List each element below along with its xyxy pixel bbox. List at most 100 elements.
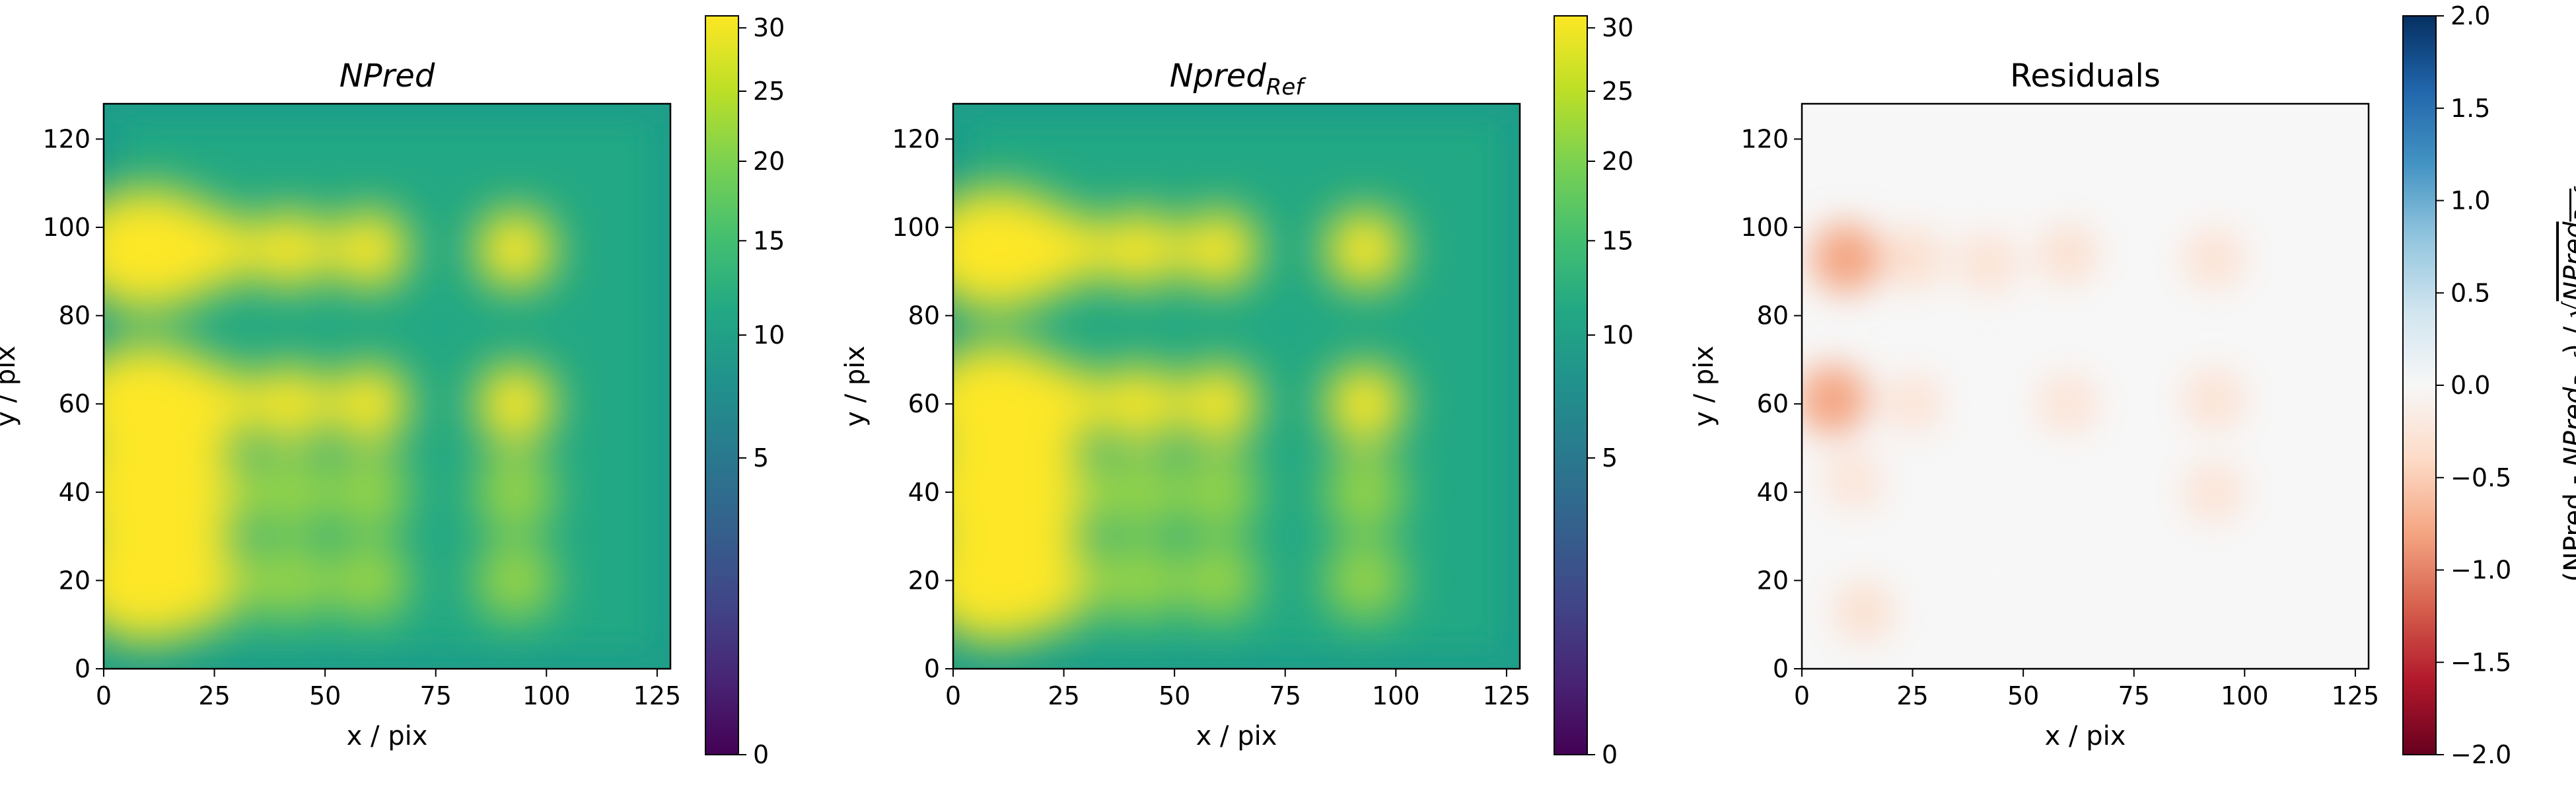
source-blob (250, 541, 330, 621)
source-blob (250, 364, 330, 444)
source-blob (476, 541, 555, 621)
source-blob (1325, 209, 1405, 289)
residual-blob (1802, 364, 1869, 435)
residual-blob (1992, 178, 2055, 241)
colorbar-tick-label: 20 (753, 147, 785, 176)
y-tick-label: 60 (59, 389, 90, 418)
source-blob (250, 452, 330, 532)
colorbar-tick-label: 15 (753, 226, 785, 255)
source-blob (329, 209, 410, 289)
y-tick-label: 0 (75, 654, 90, 683)
residual-blob (1904, 541, 1966, 603)
source-blob (329, 452, 410, 532)
colorbar: −2.0 −1.5 −1.0 −0.5 0.0 0.5 1.0 1.5 2.0 (NPred - … (2402, 1, 2576, 769)
x-tick-label: 0 (1794, 681, 1810, 710)
source-blob (476, 209, 555, 289)
y-tick-label: 40 (1757, 478, 1789, 507)
y-tick-label: 40 (59, 478, 90, 507)
source-blob (1178, 364, 1259, 444)
y-tick-label: 120 (892, 124, 940, 153)
x-tick-label: 50 (309, 681, 341, 710)
residual-blob (2182, 461, 2245, 523)
source-blob (250, 209, 330, 289)
x-tick-label: 125 (2332, 681, 2380, 710)
source-blob (476, 364, 555, 444)
source-blob (1325, 452, 1405, 532)
source-blob (174, 209, 254, 289)
residual-blob (1956, 231, 2019, 294)
source-blob (962, 381, 1077, 625)
source-blob (329, 364, 410, 444)
colorbar-tick-label: 5 (753, 443, 769, 472)
colorbar-tick-label: 20 (1602, 147, 1633, 176)
source-blob (1099, 364, 1179, 444)
axes-frame (1801, 102, 2370, 670)
residual-blob (2182, 227, 2245, 289)
residual-blob (2036, 443, 2099, 506)
source-blob (329, 541, 410, 621)
colorbar-tick-label: 10 (753, 321, 785, 350)
x-tick-label: 0 (945, 681, 961, 710)
x-tick-label: 100 (1372, 681, 1420, 710)
y-tick-label: 80 (908, 301, 940, 330)
colorbar-tick-label: 10 (1602, 321, 1633, 350)
x-tick-label: 25 (1048, 681, 1079, 710)
colorbar: 0 5 10 15 20 25 30 (705, 13, 785, 769)
y-tick-label: 20 (59, 566, 90, 595)
source-blob (112, 381, 228, 625)
colorbar-tick-label: 25 (753, 77, 785, 106)
source-blob (1099, 541, 1179, 621)
x-axis-label: x / pix (2045, 721, 2126, 751)
y-tick-label: 0 (1773, 654, 1789, 683)
x-tick-label: 75 (420, 681, 452, 710)
colorbar-tick-label: −1.0 (2451, 556, 2511, 585)
residual-blob (1956, 373, 2019, 435)
source-blob (1325, 541, 1405, 621)
y-tick-label: 20 (1757, 566, 1789, 595)
residual-blob (2036, 373, 2099, 435)
y-tick-label: 80 (1757, 301, 1789, 330)
axes-frame (102, 102, 672, 670)
x-tick-label: 75 (1270, 681, 1301, 710)
colorbar-tick-label: −2.0 (2451, 740, 2511, 769)
colorbar-tick-label: 0.5 (2451, 278, 2490, 307)
residual-blob (2182, 368, 2245, 431)
y-tick-label: 120 (42, 124, 90, 153)
residual-blob (1832, 580, 1895, 642)
y-tick-label: 0 (924, 654, 940, 683)
colorbar-tick-label: 5 (1602, 443, 1618, 472)
axes-frame (952, 102, 1521, 670)
colorbar-tick-label: 1.0 (2451, 186, 2490, 215)
residual-blob (2147, 178, 2209, 241)
y-tick-label: 100 (1740, 213, 1789, 242)
y-tick-label: 20 (908, 566, 940, 595)
colorbar: 0 5 10 15 20 25 30 (1554, 13, 1633, 769)
x-tick-label: 25 (198, 681, 230, 710)
x-tick-label: 25 (1896, 681, 1928, 710)
residual-blob (1881, 373, 1944, 435)
y-tick-label: 100 (892, 213, 940, 242)
heatmap-image (1802, 104, 2369, 669)
residual-blob (1881, 227, 1944, 289)
colorbar-gradient (1554, 15, 1588, 755)
source-blob (1099, 209, 1179, 289)
source-blob (1099, 452, 1179, 532)
residual-blob (1868, 426, 1931, 488)
y-tick-label: 60 (1757, 389, 1789, 418)
y-tick-label: 60 (908, 389, 940, 418)
heatmap-image (104, 104, 670, 669)
heatmap-image (953, 104, 1520, 669)
y-tick-label: 100 (42, 213, 90, 242)
source-blob (1178, 541, 1259, 621)
colorbar-tick-label: 30 (1602, 13, 1633, 42)
colorbar-tick-label: 30 (753, 13, 785, 42)
source-blob (1178, 209, 1259, 289)
x-tick-label: 75 (2118, 681, 2150, 710)
colorbar-tick-label: 0 (1602, 740, 1618, 769)
colorbar-tick-label: 0.0 (2451, 371, 2490, 400)
x-tick-label: 50 (2007, 681, 2039, 710)
x-tick-label: 100 (2221, 681, 2269, 710)
